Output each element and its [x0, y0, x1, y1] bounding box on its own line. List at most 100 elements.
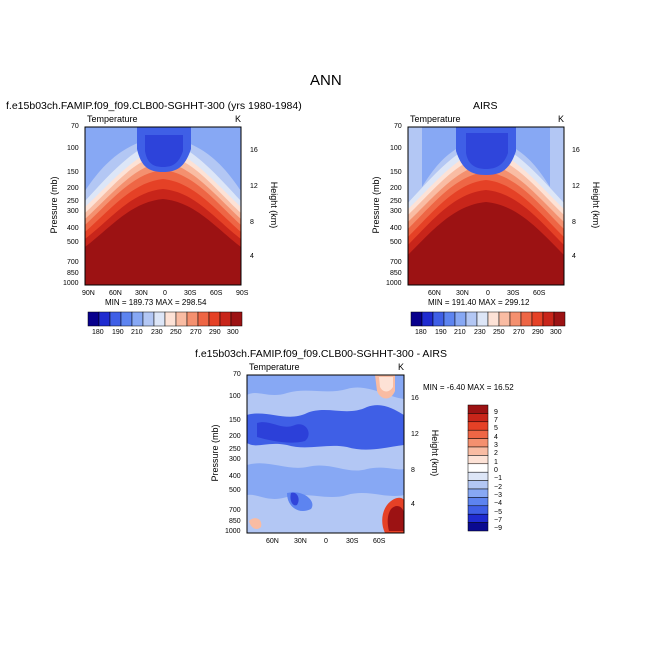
panel2-plot: [407, 126, 565, 286]
colorbar-swatch: [467, 421, 489, 431]
colorbar-label: 230: [474, 329, 486, 336]
panel1-ytick: 70: [71, 123, 79, 130]
panel3-ytick: 70: [233, 371, 241, 378]
panel1-left-label: Temperature: [87, 114, 138, 124]
panel3-y2tick: 4: [411, 501, 415, 508]
panel2-y2tick: 8: [572, 219, 576, 226]
colorbar-label: 4: [494, 434, 498, 441]
colorbar-swatch: [410, 311, 423, 327]
panel2-ytick: 1000: [386, 280, 402, 287]
colorbar-swatch: [421, 311, 434, 327]
colorbar-swatch: [467, 522, 489, 532]
panel1-xtick: 60S: [210, 290, 223, 297]
page-title: ANN: [310, 72, 342, 89]
panel3-y2tick: 16: [411, 395, 419, 402]
panel2-y2tick: 16: [572, 147, 580, 154]
panel2-title: AIRS: [473, 100, 498, 112]
panel1-xtick: 60N: [109, 290, 122, 297]
colorbar-swatch: [531, 311, 544, 327]
panel3-y2tick: 12: [411, 431, 419, 438]
panel3-y2tick: 8: [411, 467, 415, 474]
panel3-ytick: 300: [229, 456, 241, 463]
colorbar-label: 190: [435, 329, 447, 336]
panel1-ytick: 500: [67, 239, 79, 246]
colorbar-label: 210: [454, 329, 466, 336]
panel2-xtick: 30S: [507, 290, 520, 297]
panel1-xtick: 90N: [82, 290, 95, 297]
colorbar-label: 250: [170, 329, 182, 336]
panel1-ytick: 200: [67, 185, 79, 192]
colorbar-swatch: [153, 311, 166, 327]
colorbar-swatch: [509, 311, 522, 327]
panel3-xtick: 0: [324, 538, 328, 545]
colorbar-label: 2: [494, 450, 498, 457]
colorbar-swatch: [109, 311, 122, 327]
panel1-ytick: 700: [67, 259, 79, 266]
colorbar-label: 250: [493, 329, 505, 336]
panel3-y2label: Height (km): [430, 429, 440, 477]
colorbar-swatch: [467, 471, 489, 481]
colorbar-swatch: [467, 413, 489, 423]
colorbar-swatch: [467, 497, 489, 507]
colorbar-swatch: [142, 311, 155, 327]
colorbar-label: 290: [209, 329, 221, 336]
colorbar-label: 300: [550, 329, 562, 336]
panel2-y2tick: 12: [572, 183, 580, 190]
colorbar-label: 1: [494, 459, 498, 466]
colorbar-swatch: [120, 311, 133, 327]
colorbar-swatch: [467, 488, 489, 498]
panel2-ytick: 150: [390, 169, 402, 176]
colorbar-label: −2: [494, 484, 502, 491]
colorbar-label: 270: [190, 329, 202, 336]
colorbar-swatch: [467, 513, 489, 523]
panel2-ytick: 700: [390, 259, 402, 266]
panel1-ylabel: Pressure (mb): [49, 176, 59, 234]
colorbar-swatch: [197, 311, 210, 327]
colorbar-label: 180: [415, 329, 427, 336]
colorbar-swatch: [467, 438, 489, 448]
colorbar-label: −9: [494, 525, 502, 532]
colorbar-swatch: [230, 311, 243, 327]
panel1-y2tick: 12: [250, 183, 258, 190]
panel3-title: f.e15b03ch.FAMIP.f09_f09.CLB00-SGHHT-300…: [195, 348, 447, 360]
colorbar-swatch: [476, 311, 489, 327]
panel1-title: f.e15b03ch.FAMIP.f09_f09.CLB00-SGHHT-300…: [6, 100, 302, 112]
panel2-ytick: 250: [390, 198, 402, 205]
panel1-ytick: 400: [67, 225, 79, 232]
panel3-stats: MIN = -6.40 MAX = 16.52: [423, 383, 514, 392]
panel3-ytick: 500: [229, 487, 241, 494]
panel1-xtick: 30S: [184, 290, 197, 297]
panel1-y2tick: 16: [250, 147, 258, 154]
panel3-ylabel: Pressure (mb): [210, 424, 220, 482]
panel2-y2tick: 4: [572, 253, 576, 260]
colorbar-label: −7: [494, 517, 502, 524]
colorbar-swatch: [465, 311, 478, 327]
colorbar-swatch: [432, 311, 445, 327]
panel2-ylabel: Pressure (mb): [371, 176, 381, 234]
colorbar-label: −4: [494, 500, 502, 507]
panel3-xtick: 60S: [373, 538, 386, 545]
colorbar-label: 0: [494, 467, 498, 474]
panel1-xtick: 90S: [236, 290, 249, 297]
colorbar-swatch: [542, 311, 555, 327]
colorbar-swatch: [131, 311, 144, 327]
panel3-left-label: Temperature: [249, 362, 300, 372]
panel3-ytick: 700: [229, 507, 241, 514]
colorbar-label: 3: [494, 442, 498, 449]
panel2-right-label: K: [558, 114, 565, 124]
panel2-xtick: 60N: [428, 290, 441, 297]
panel1-stats: MIN = 189.73 MAX = 298.54: [105, 298, 207, 307]
panel3-ytick: 100: [229, 393, 241, 400]
colorbar-label: 230: [151, 329, 163, 336]
colorbar-label: −3: [494, 492, 502, 499]
colorbar-swatch: [467, 463, 489, 473]
panel1-ytick: 850: [67, 270, 79, 277]
panel1-ytick: 300: [67, 208, 79, 215]
panel1-ytick: 150: [67, 169, 79, 176]
colorbar-swatch: [467, 446, 489, 456]
panel3-ytick: 850: [229, 518, 241, 525]
panel3-ytick: 150: [229, 417, 241, 424]
panel1-plot: [84, 126, 242, 286]
colorbar-swatch: [98, 311, 111, 327]
panel2-ytick: 100: [390, 145, 402, 152]
